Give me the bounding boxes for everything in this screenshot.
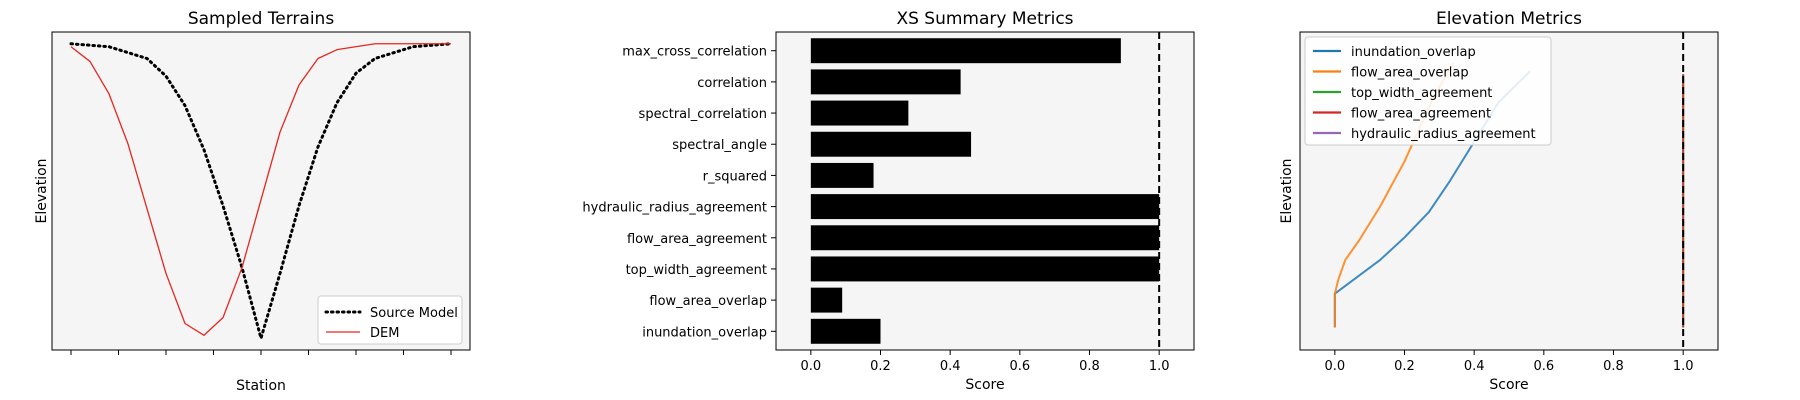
series-line-dem [70, 43, 451, 336]
x-tick-label: 0.2 [870, 359, 891, 374]
panel-elevation-metrics: 0.0 0.2 0.4 0.6 0.8 1.0 Elevation Metrics Score… [1279, 9, 1719, 393]
bar-max-cross-correlation [810, 38, 1121, 64]
y-tick-label-spectral-angle: spectral_angle [672, 138, 767, 153]
series-line-source-model [69, 42, 453, 340]
y-tick-label-flow-area-agreement: flow_area_agreement [627, 232, 767, 247]
legend-box [1304, 36, 1552, 146]
bar-inundation-overlap [810, 318, 881, 344]
x-axis-label: Station [236, 378, 286, 394]
bar-spectral-angle [810, 131, 972, 157]
y-tick-label-correlation: correlation [697, 76, 767, 91]
x-tick-label: 0.6 [1009, 359, 1030, 374]
y-tick-label-spectral-correlation: spectral_correlation [639, 107, 767, 122]
bar-spectral-correlation [810, 100, 909, 126]
bar-correlation [810, 69, 961, 95]
chart-title: XS Summary Metrics [896, 9, 1073, 29]
x-tick-label: 1.0 [1673, 359, 1694, 374]
y-tick-label-hydraulic-radius-agreement: hydraulic_radius_agreement [582, 201, 767, 216]
bar-flow-area-agreement [810, 225, 1160, 251]
panel-sampled-terrains: Sampled Terrains Station Elevation Source M… [34, 9, 471, 394]
bar-top-width-agreement [810, 256, 1160, 282]
y-axis-label: Elevation [1279, 158, 1295, 223]
y-tick-label-max-cross-correlation: max_cross_correlation [622, 45, 767, 60]
x-tick-label: 0.8 [1603, 359, 1624, 374]
legend-label-flow-area-agreement: flow_area_agreement [1351, 107, 1491, 122]
x-tick-label: 1.0 [1149, 359, 1170, 374]
legend-label-inundation-overlap: inundation_overlap [1351, 45, 1476, 60]
legend-label-dem: DEM [370, 326, 399, 341]
x-tick-label: 0.2 [1394, 359, 1415, 374]
bar-hydraulic-radius-agreement [810, 194, 1160, 220]
x-tick-label: 0.6 [1533, 359, 1554, 374]
panel-xs-summary-metrics: inundation_overlap flow_area_overlap top_w… [582, 9, 1195, 393]
y-tick-label-top-width-agreement: top_width_agreement [626, 263, 767, 278]
legend-label-flow-area-overlap: flow_area_overlap [1351, 66, 1469, 81]
x-axis-label: Score [965, 377, 1004, 393]
x-tick-label: 0.8 [1079, 359, 1100, 374]
x-tick-label: 0.4 [940, 359, 961, 374]
legend-label-source-model: Source Model [370, 306, 458, 321]
y-axis-label: Elevation [34, 158, 50, 223]
y-tick-label-inundation-overlap: inundation_overlap [642, 325, 767, 340]
x-tick-label: 0.4 [1464, 359, 1485, 374]
chart-title: Elevation Metrics [1436, 9, 1582, 29]
x-axis-label: Score [1489, 377, 1528, 393]
x-tick-label: 0.0 [800, 359, 821, 374]
legend-label-hydraulic-radius-agreement: hydraulic_radius_agreement [1351, 127, 1536, 142]
x-tick-label: 0.0 [1324, 359, 1345, 374]
y-tick-label-flow-area-overlap: flow_area_overlap [649, 294, 767, 309]
chart-title: Sampled Terrains [188, 9, 334, 29]
bar-r-squared [810, 162, 874, 188]
y-tick-label-r-squared: r_squared [703, 169, 767, 184]
legend-label-top-width-agreement: top_width_agreement [1351, 86, 1492, 101]
bar-flow-area-overlap [810, 287, 843, 313]
